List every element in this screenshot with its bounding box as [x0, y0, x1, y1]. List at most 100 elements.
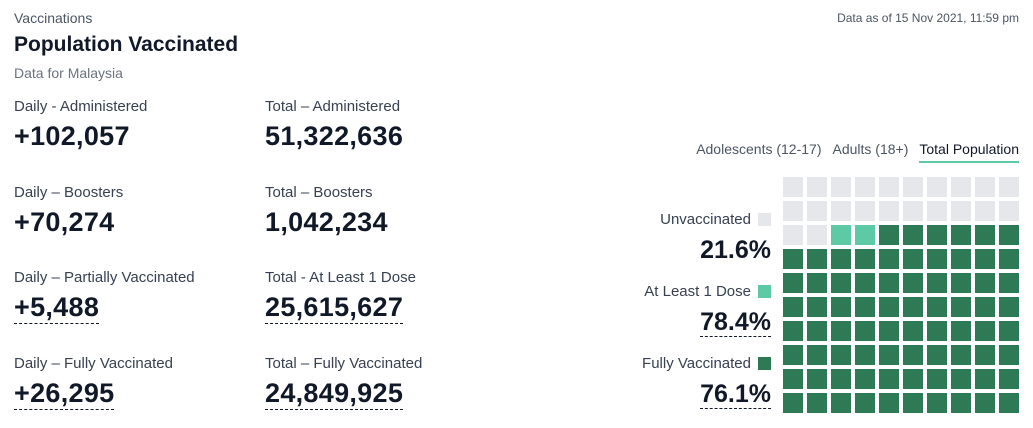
waffle-cell-unvaccinated — [783, 177, 803, 197]
waffle-cell-full — [783, 345, 803, 365]
waffle-cell-full — [879, 297, 899, 317]
stat-value: +102,057 — [14, 121, 130, 151]
stat-label: Total - At Least 1 Dose — [265, 269, 416, 286]
waffle-cell-full — [879, 345, 899, 365]
stat-daily-boosters: Daily – Boosters +70,274 — [14, 184, 123, 238]
waffle-cell-unvaccinated — [975, 177, 995, 197]
waffle-cell-full — [783, 321, 803, 341]
waffle-cell-unvaccinated — [807, 177, 827, 197]
waffle-cell-full — [927, 345, 947, 365]
stat-total-fully-vaccinated: Total – Fully Vaccinated 24,849,925 — [265, 355, 422, 410]
stat-total-boosters: Total – Boosters 1,042,234 — [265, 184, 388, 238]
waffle-cell-full — [999, 369, 1019, 389]
waffle-cell-full — [855, 369, 875, 389]
waffle-cell-full — [951, 345, 971, 365]
waffle-cell-full — [999, 225, 1019, 245]
waffle-cell-full — [927, 225, 947, 245]
waffle-cell-full — [903, 297, 923, 317]
legend-percent-tooltip-trigger[interactable]: 78.4% — [700, 308, 771, 337]
waffle-cell-full — [951, 297, 971, 317]
waffle-cell-full — [975, 249, 995, 269]
stat-value: +70,274 — [14, 207, 115, 237]
stat-value-tooltip-trigger[interactable]: 25,615,627 — [265, 292, 404, 324]
waffle-cell-full — [807, 321, 827, 341]
waffle-cell-unvaccinated — [855, 201, 875, 221]
waffle-cell-unvaccinated — [879, 177, 899, 197]
stat-daily-fully-vaccinated: Daily – Fully Vaccinated +26,295 — [14, 355, 173, 410]
waffle-cell-unvaccinated — [903, 201, 923, 221]
legend-percent-tooltip-trigger[interactable]: 76.1% — [700, 380, 771, 409]
waffle-cell-full — [855, 297, 875, 317]
waffle-cell-full — [927, 249, 947, 269]
waffle-cell-full — [975, 273, 995, 293]
waffle-cell-full — [807, 369, 827, 389]
stat-value-tooltip-trigger[interactable]: 24,849,925 — [265, 378, 404, 410]
waffle-cell-full — [855, 345, 875, 365]
waffle-cell-unvaccinated — [927, 201, 947, 221]
stat-total-administered: Total – Administered 51,322,636 — [265, 98, 403, 152]
waffle-cell-full — [855, 321, 875, 341]
section-eyebrow: Vaccinations — [14, 10, 93, 26]
stat-value-tooltip-trigger[interactable]: +26,295 — [14, 378, 115, 410]
waffle-cell-full — [831, 345, 851, 365]
tab-total-population[interactable]: Total Population — [919, 141, 1019, 163]
waffle-cell-full — [879, 393, 899, 413]
waffle-cell-unvaccinated — [903, 177, 923, 197]
stat-value-tooltip-trigger[interactable]: +5,488 — [14, 292, 100, 324]
legend-unvaccinated: Unvaccinated 21.6% — [660, 211, 771, 264]
vaccination-waffle-chart — [783, 177, 1019, 413]
waffle-cell-unvaccinated — [951, 177, 971, 197]
tab-adolescents[interactable]: Adolescents (12-17) — [696, 141, 822, 157]
waffle-cell-unvaccinated — [783, 201, 803, 221]
tab-adults[interactable]: Adults (18+) — [832, 141, 909, 157]
waffle-cell-full — [783, 297, 803, 317]
waffle-cell-full — [999, 249, 1019, 269]
stat-label: Daily - Administered — [14, 98, 148, 115]
legend-percent: 21.6% — [700, 236, 771, 264]
waffle-cell-full — [903, 369, 923, 389]
stat-label: Daily – Boosters — [14, 184, 124, 201]
waffle-cell-full — [951, 249, 971, 269]
waffle-cell-full — [879, 225, 899, 245]
stat-daily-administered: Daily - Administered +102,057 — [14, 98, 147, 152]
stat-value: 51,322,636 — [265, 121, 404, 151]
waffle-cell-full — [927, 273, 947, 293]
waffle-cell-full — [879, 249, 899, 269]
waffle-cell-full — [999, 297, 1019, 317]
waffle-cell-unvaccinated — [999, 201, 1019, 221]
stat-total-at-least-1-dose: Total - At Least 1 Dose 25,615,627 — [265, 269, 416, 324]
waffle-cell-full — [903, 345, 923, 365]
waffle-cell-full — [903, 273, 923, 293]
legend-swatch — [758, 213, 771, 226]
waffle-cell-full — [783, 393, 803, 413]
stat-daily-partially-vaccinated: Daily – Partially Vaccinated +5,488 — [14, 269, 195, 324]
waffle-cell-full — [975, 393, 995, 413]
waffle-cell-unvaccinated — [879, 201, 899, 221]
waffle-cell-full — [951, 321, 971, 341]
data-as-of-timestamp: Data as of 15 Nov 2021, 11:59 pm — [837, 11, 1019, 25]
waffle-cell-full — [879, 273, 899, 293]
waffle-cell-partial — [855, 225, 875, 245]
waffle-cell-full — [975, 345, 995, 365]
waffle-cell-full — [855, 393, 875, 413]
waffle-cell-unvaccinated — [807, 201, 827, 221]
waffle-cell-full — [903, 393, 923, 413]
waffle-cell-full — [831, 273, 851, 293]
waffle-cell-full — [879, 321, 899, 341]
waffle-cell-unvaccinated — [975, 201, 995, 221]
waffle-cell-full — [807, 249, 827, 269]
waffle-cell-unvaccinated — [807, 225, 827, 245]
waffle-cell-unvaccinated — [831, 201, 851, 221]
waffle-cell-full — [783, 369, 803, 389]
waffle-cell-full — [879, 369, 899, 389]
waffle-cell-unvaccinated — [951, 201, 971, 221]
legend-fully-vaccinated: Fully Vaccinated 76.1% — [642, 355, 771, 409]
waffle-cell-full — [951, 393, 971, 413]
stat-label: Total – Fully Vaccinated — [265, 355, 423, 372]
waffle-cell-full — [807, 393, 827, 413]
waffle-cell-full — [927, 321, 947, 341]
legend-label: Fully Vaccinated — [642, 355, 751, 372]
waffle-cell-unvaccinated — [855, 177, 875, 197]
waffle-cell-full — [831, 393, 851, 413]
page-title: Population Vaccinated — [14, 33, 239, 56]
